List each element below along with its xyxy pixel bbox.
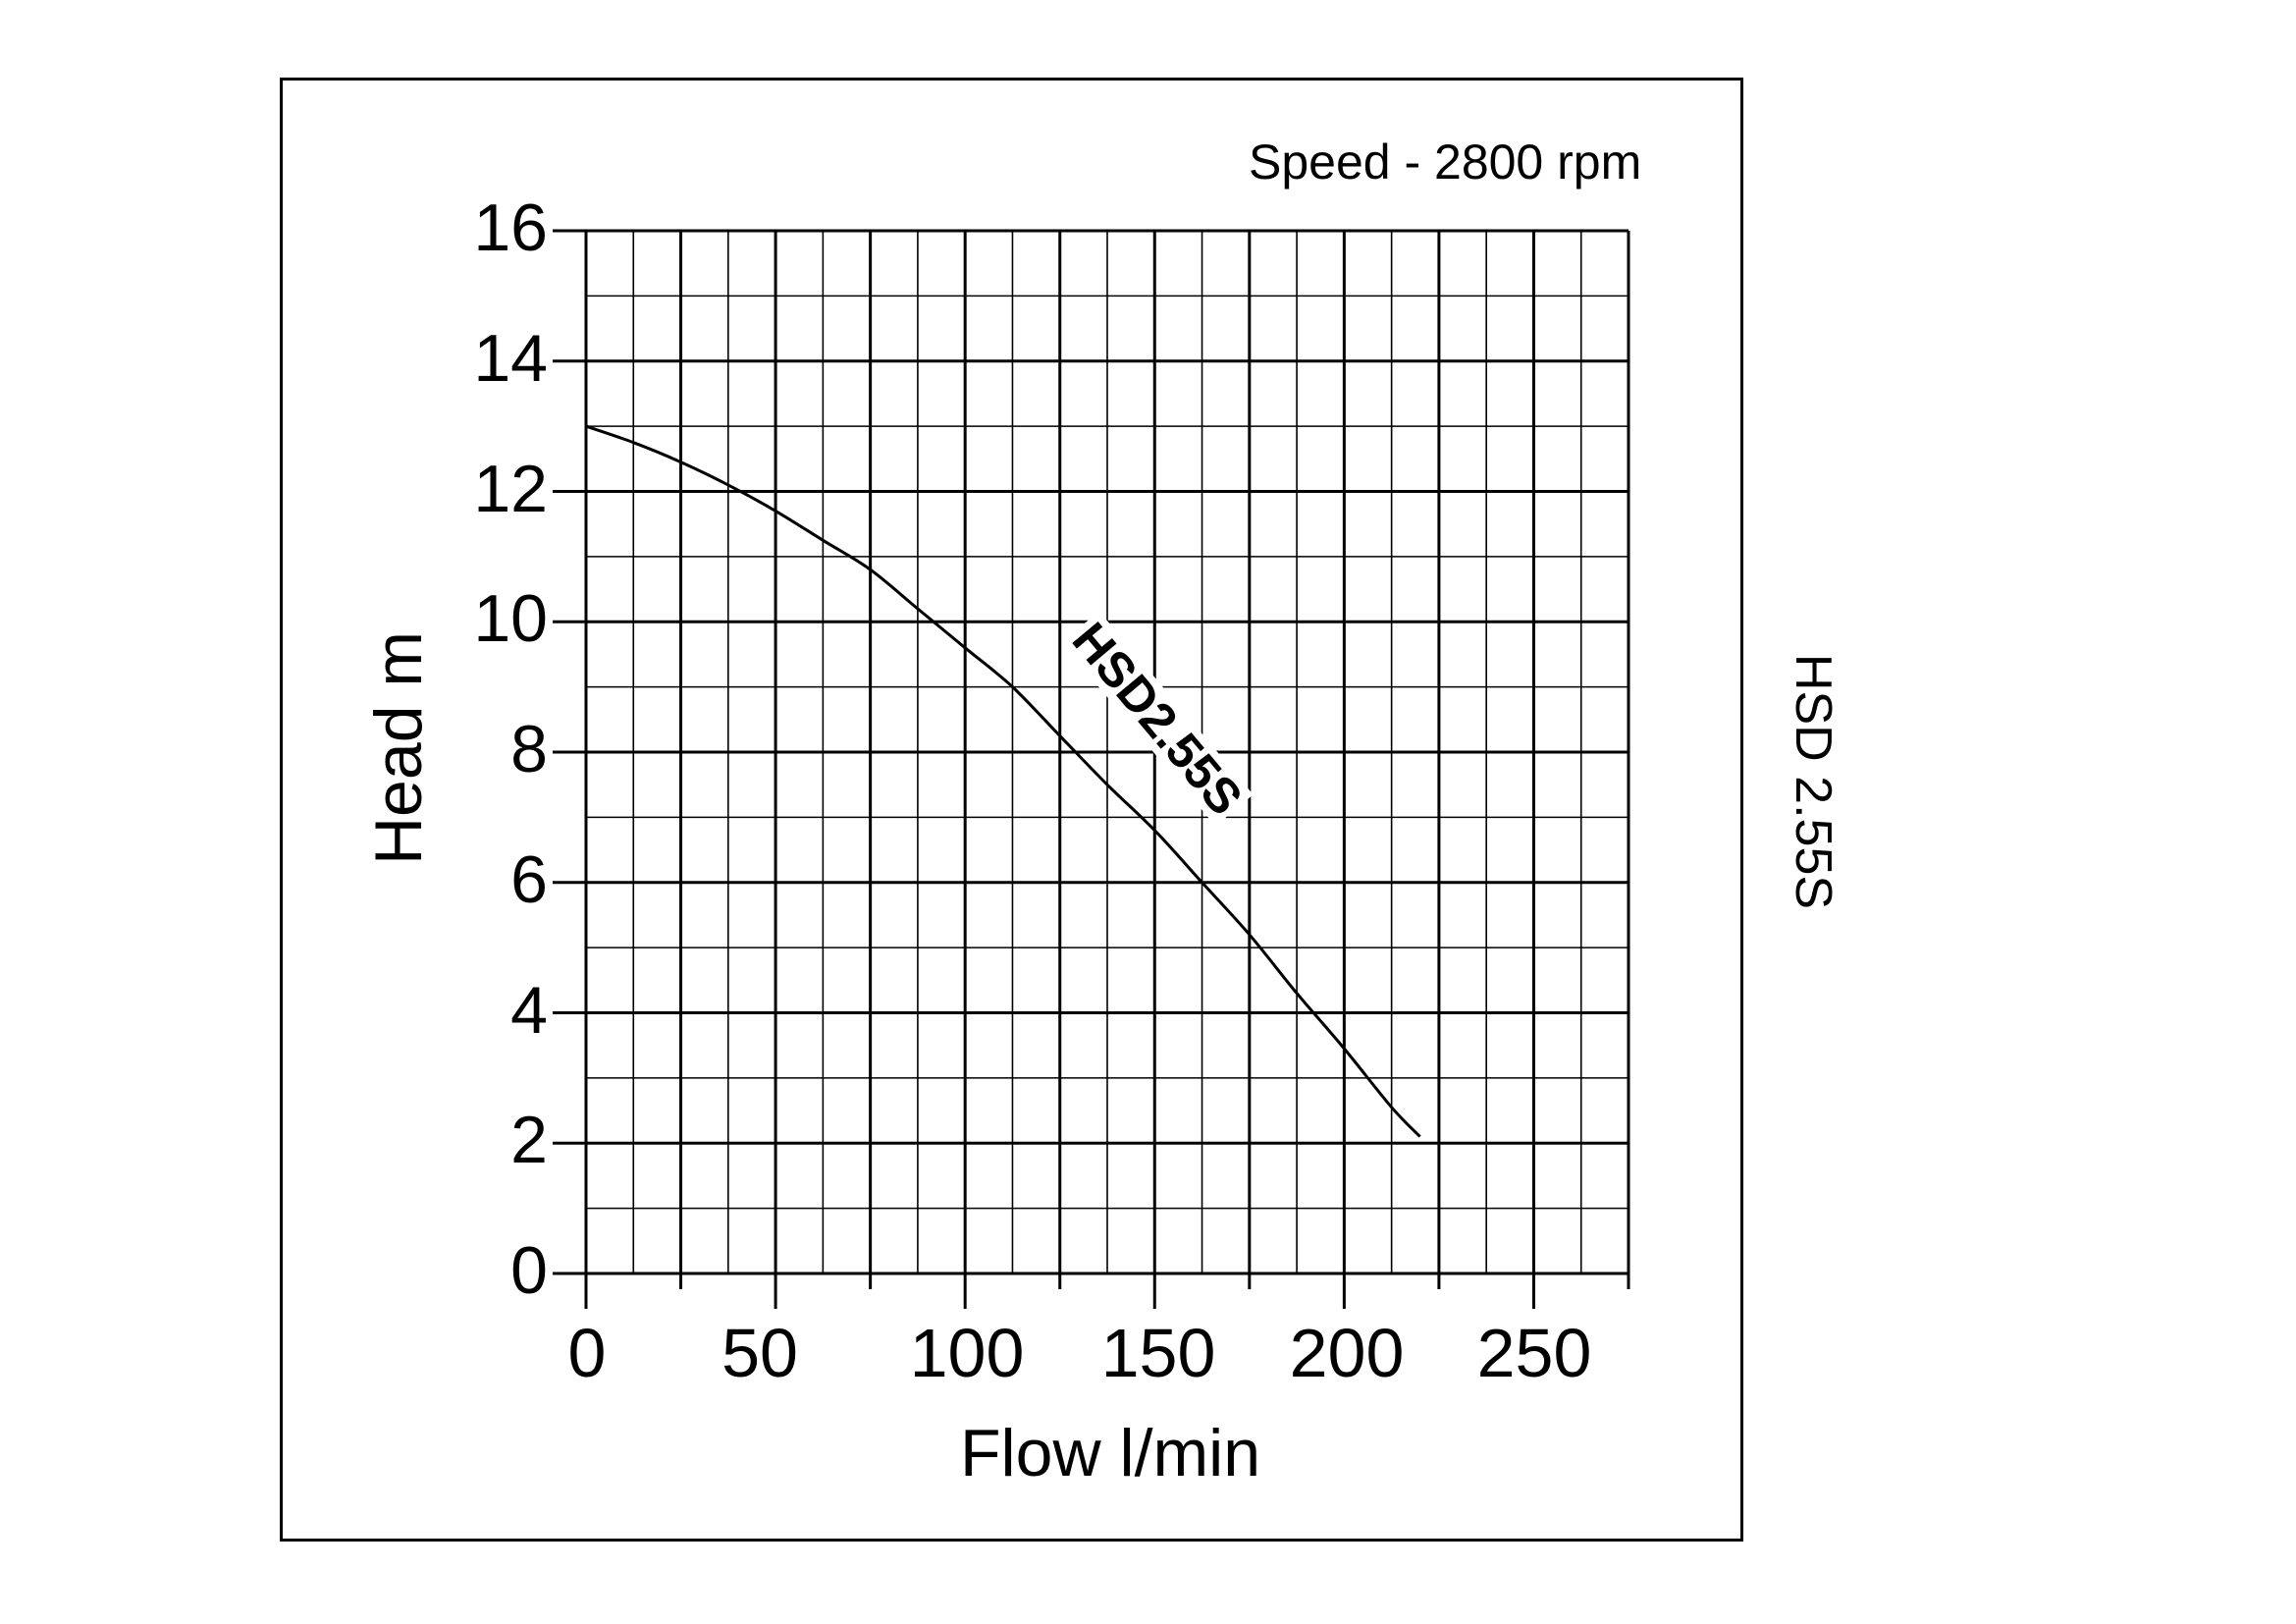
x-tick-label: 150 — [1100, 1315, 1216, 1391]
minor-gridlines — [586, 231, 1629, 1273]
x-axis-label: Flow l/min — [960, 1416, 1261, 1490]
y-tick-label: 14 — [473, 320, 548, 396]
x-tick-label: 0 — [567, 1315, 607, 1391]
performance-curve — [585, 424, 1421, 1138]
x-tick-label: 250 — [1476, 1315, 1592, 1391]
y-tick-label: 16 — [473, 190, 548, 265]
y-tick-label: 0 — [510, 1233, 548, 1308]
y-tick-label: 2 — [510, 1103, 548, 1178]
y-axis-label: Head m — [361, 630, 436, 866]
side-model-label: HSD 2.55S — [1785, 653, 1842, 910]
axis-ticks — [584, 1273, 1630, 1309]
chart-frame — [280, 78, 1743, 1542]
y-tick-label: 8 — [510, 712, 548, 786]
major-gridlines — [553, 229, 1630, 1275]
y-tick-label: 12 — [473, 451, 548, 526]
y-tick-label: 10 — [473, 581, 548, 657]
y-tick-label: 6 — [510, 841, 548, 917]
speed-note: Speed - 2800 rpm — [1249, 135, 1642, 189]
x-tick-label: 50 — [721, 1315, 798, 1391]
x-tick-label: 100 — [909, 1315, 1025, 1391]
x-tick-label: 200 — [1289, 1315, 1405, 1391]
y-tick-label: 4 — [510, 972, 548, 1048]
